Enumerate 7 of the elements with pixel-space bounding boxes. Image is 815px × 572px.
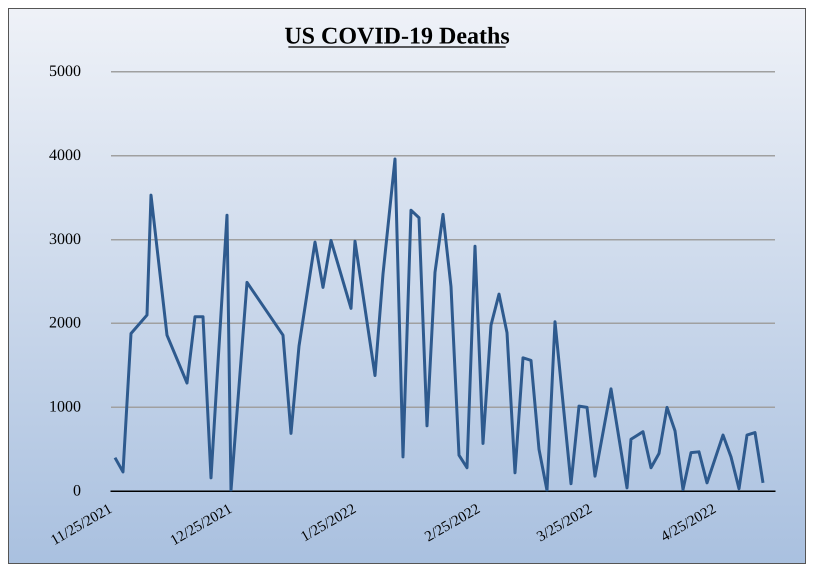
y-tick-label: 1000 <box>49 398 81 416</box>
y-tick-label: 3000 <box>49 230 81 248</box>
chart-title: US COVID-19 Deaths <box>284 24 510 50</box>
y-tick-label: 2000 <box>49 314 81 332</box>
y-tick-label: 5000 <box>49 63 81 80</box>
y-tick-label: 0 <box>73 482 81 500</box>
y-tick-label: 4000 <box>49 146 81 164</box>
